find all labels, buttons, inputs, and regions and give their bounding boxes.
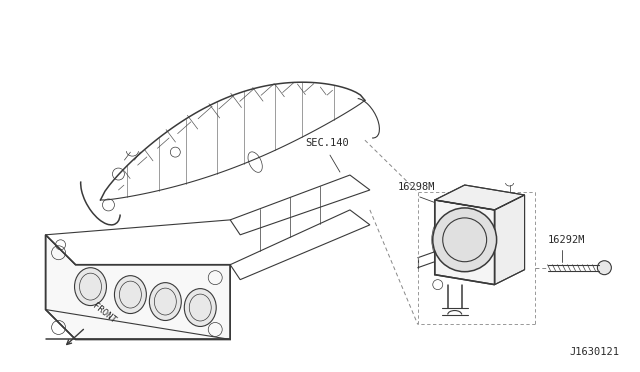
Polygon shape — [45, 235, 230, 339]
Ellipse shape — [74, 268, 106, 305]
Text: 16298M: 16298M — [398, 182, 435, 192]
Circle shape — [433, 208, 497, 272]
Text: 16292M: 16292M — [547, 235, 585, 245]
Polygon shape — [435, 185, 525, 210]
Text: SEC.140: SEC.140 — [305, 138, 349, 148]
Text: J1630121: J1630121 — [570, 347, 620, 357]
Polygon shape — [495, 195, 525, 285]
Polygon shape — [435, 200, 495, 285]
Ellipse shape — [184, 289, 216, 327]
Ellipse shape — [149, 283, 181, 321]
Circle shape — [597, 261, 611, 275]
Text: FRONT: FRONT — [90, 302, 117, 326]
Ellipse shape — [115, 276, 147, 314]
